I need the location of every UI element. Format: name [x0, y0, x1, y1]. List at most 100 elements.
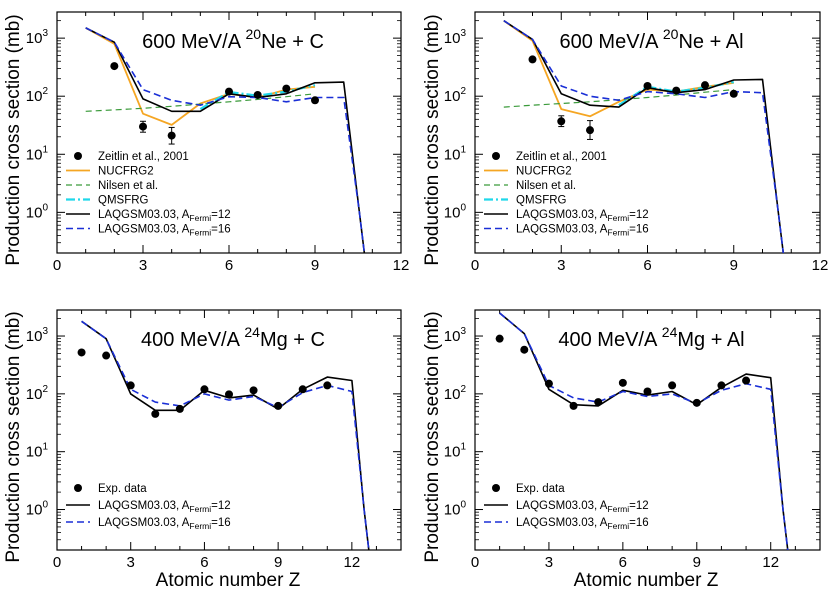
- panel-2: 0 3 6 9 12 100 101 102 103 400 MeV/A 24Mg + C Exp.…: [26, 309, 402, 571]
- data-point: [586, 126, 594, 135]
- data-point: [175, 404, 184, 413]
- panel-title: 400 MeV/A 24Mg + C: [141, 324, 325, 351]
- x-axis-label-right: Atomic number Z: [574, 570, 719, 591]
- data-point: [253, 90, 262, 99]
- y-tick-label: 102: [444, 86, 467, 105]
- data-point: [323, 381, 332, 390]
- data-point: [139, 122, 147, 131]
- data-point: [668, 381, 677, 390]
- y-tick-label: 101: [444, 442, 467, 461]
- series-line-4: [503, 20, 785, 253]
- legend-label: Zeitlin et al., 2001: [98, 151, 189, 163]
- legend-label: QMSFRG: [98, 195, 149, 207]
- data-point: [618, 378, 627, 387]
- legend-label: LAQGSM03.03, AFermi=12: [98, 209, 231, 223]
- legend-marker: [74, 152, 82, 160]
- series-line-1: [499, 312, 789, 550]
- data-point: [298, 385, 307, 394]
- y-tick-label: 100: [26, 500, 49, 519]
- y-tick-label: 101: [444, 144, 467, 163]
- series-line-2: [199, 84, 316, 111]
- data-point: [495, 334, 504, 343]
- legend-label: QMSFRG: [516, 195, 567, 207]
- legend-label: LAQGSM03.03, AFermi=12: [516, 209, 649, 223]
- data-point: [643, 387, 652, 396]
- data-point: [126, 381, 135, 390]
- series-line-0: [503, 19, 734, 118]
- y-axis-label-top-left: Production cross section (mb): [3, 14, 24, 265]
- x-tick-label: 3: [557, 257, 565, 274]
- series-line-3: [503, 20, 785, 253]
- x-tick-label: 6: [619, 554, 627, 571]
- panel-3: 0 3 6 9 12 100 101 102 103 400 MeV/A 24Mg + Al Exp…: [444, 309, 821, 571]
- data-point: [643, 81, 652, 90]
- y-axis-label-top-right: Production cross section (mb): [422, 14, 443, 265]
- series-line-4: [85, 27, 366, 253]
- x-tick-label: 0: [471, 554, 479, 571]
- x-tick-label: 3: [139, 257, 147, 274]
- data-point: [151, 409, 160, 418]
- legend-marker: [492, 152, 500, 160]
- y-axis-label-bottom-right: Production cross section (mb): [422, 311, 443, 562]
- y-tick-label: 103: [444, 28, 467, 47]
- data-point: [544, 379, 553, 388]
- panels: 0 3 6 9 12 100 101 102 103 600 MeV/A 20Ne + C Zeit…: [26, 11, 828, 571]
- panel-title: 400 MeV/A 24Mg + Al: [558, 324, 744, 351]
- data-point: [77, 348, 86, 357]
- data-point: [692, 398, 701, 407]
- data-point: [167, 131, 176, 140]
- x-tick-label: 6: [225, 257, 233, 274]
- series-line-3: [85, 27, 366, 253]
- data-point: [717, 381, 726, 390]
- data-point: [729, 89, 738, 98]
- x-tick-label: 6: [200, 554, 208, 571]
- data-point: [672, 86, 681, 95]
- y-tick-label: 102: [26, 384, 49, 403]
- x-tick-label: 12: [344, 554, 361, 571]
- panel-title: 600 MeV/A 20Ne + C: [142, 26, 324, 53]
- legend-marker: [492, 484, 500, 492]
- x-tick-label: 12: [762, 554, 779, 571]
- legend-marker: [74, 484, 82, 492]
- series-group: [503, 19, 785, 253]
- data-point: [569, 401, 578, 410]
- legend-label: LAQGSM03.03, AFermi=12: [516, 500, 649, 514]
- panel-1: 0 3 6 9 12 100 101 102 103 600 MeV/A 20Ne + Al Zei…: [444, 11, 828, 274]
- x-tick-label: 12: [393, 257, 410, 274]
- y-axis-label-bottom-left: Production cross section (mb): [3, 311, 24, 562]
- data-point: [528, 55, 537, 64]
- x-tick-label: 0: [53, 257, 61, 274]
- x-tick-label: 0: [471, 257, 479, 274]
- y-tick-label: 100: [26, 202, 49, 221]
- y-tick-label: 102: [444, 384, 467, 403]
- data-point: [520, 345, 529, 354]
- series-line-0: [81, 320, 370, 550]
- data-point: [200, 385, 209, 394]
- data-point: [225, 390, 233, 399]
- panel-title: 600 MeV/A 20Ne + Al: [559, 26, 743, 53]
- y-tick-label: 100: [444, 500, 467, 519]
- x-tick-label: 9: [730, 257, 738, 274]
- x-tick-label: 9: [311, 257, 319, 274]
- y-tick-label: 101: [26, 144, 49, 163]
- legend-label: Nilsen et al.: [516, 180, 576, 192]
- x-tick-label: 3: [545, 554, 553, 571]
- y-tick-label: 103: [26, 28, 49, 47]
- legend-label: NUCFRG2: [516, 166, 572, 178]
- data-point: [249, 386, 258, 395]
- y-tick-label: 102: [26, 86, 49, 105]
- data-point: [594, 398, 603, 407]
- x-tick-label: 9: [274, 554, 282, 571]
- x-tick-label: 9: [693, 554, 701, 571]
- y-tick-label: 101: [26, 442, 49, 461]
- data-point: [742, 376, 751, 385]
- legend-label: Nilsen et al.: [98, 180, 158, 192]
- data-point: [701, 81, 709, 90]
- legend-label: Exp. data: [98, 483, 147, 495]
- data-point: [274, 401, 283, 410]
- data-point: [225, 87, 233, 96]
- y-tick-label: 103: [26, 326, 49, 345]
- data-point: [557, 117, 566, 126]
- y-tick-label: 103: [444, 326, 467, 345]
